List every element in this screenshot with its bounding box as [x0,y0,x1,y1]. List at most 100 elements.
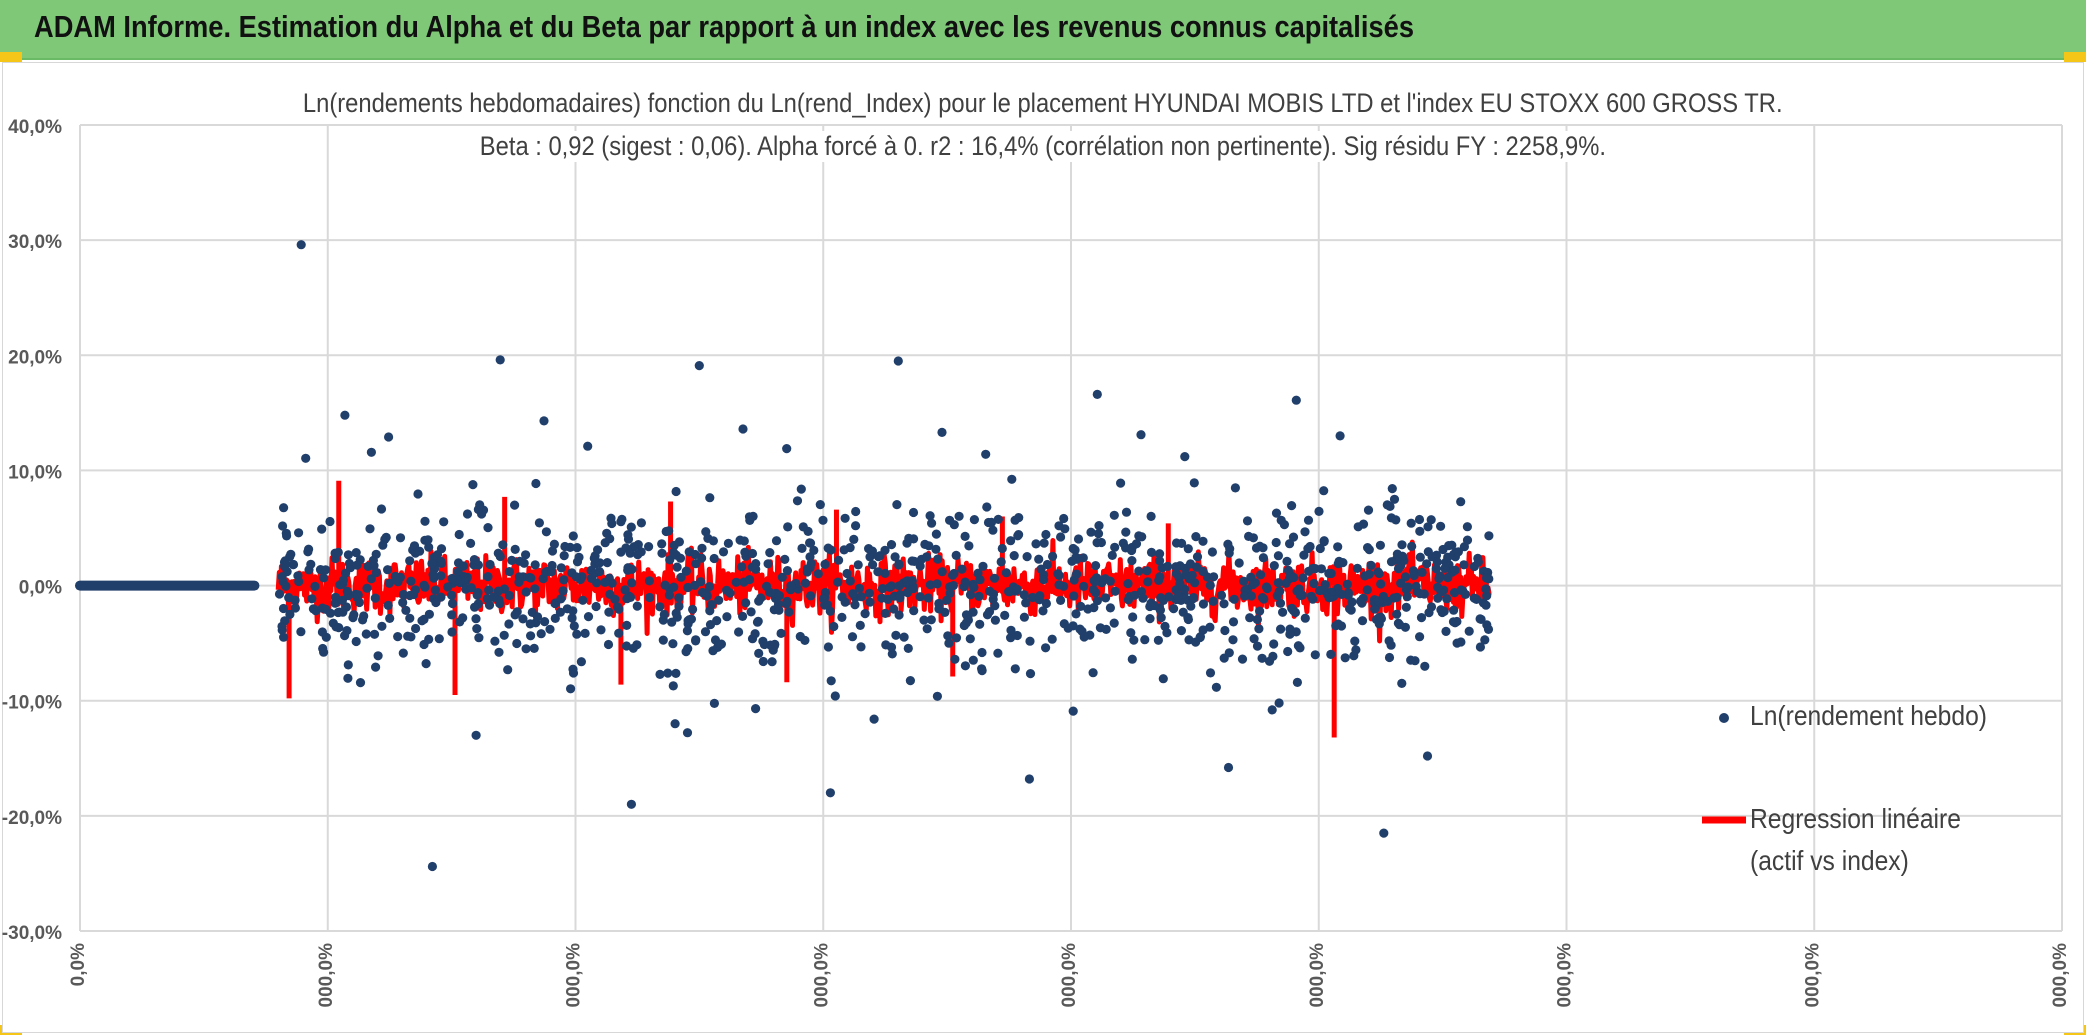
scatter-point [466,538,476,549]
scatter-point [614,628,624,638]
scatter-point [845,576,855,586]
scatter-point [343,660,353,670]
scatter-point [1315,543,1325,554]
scatter-point [371,662,381,672]
scatter-point-outlier [1335,431,1345,441]
scatter-point [759,639,770,650]
scatter-point [625,548,635,558]
scatter-point [1198,599,1208,609]
scatter-point [823,543,833,553]
scatter-point [1376,579,1386,589]
scatter-point-outlier [1267,705,1277,715]
scatter-point [333,547,343,558]
scatter-point [960,661,971,671]
scatter-point [521,644,531,654]
scatter-point [671,668,681,679]
scatter-point [731,577,741,587]
scatter-point [855,620,865,631]
scatter-point [948,581,959,591]
scatter-point [997,543,1007,554]
scatter-point [741,598,751,608]
scatter-point [602,558,612,568]
scatter-point [792,496,803,506]
scatter-point [709,553,719,564]
scatter-point [277,572,287,582]
scatter-point [1324,568,1334,579]
scatter-point [784,607,794,617]
scatter-point [922,624,932,634]
scatter-point [504,567,514,577]
scatter-point [285,609,295,620]
scatter-point [965,590,976,600]
scatter-point [798,522,808,532]
scatter-point [1289,572,1299,583]
scatter-point [288,559,299,570]
scatter-point [965,634,975,644]
scatter-point [1013,531,1023,541]
x-tick-label: 0,0% [68,943,89,986]
scatter-point [532,612,543,622]
scatter-point [1183,613,1193,623]
scatter-point [1481,584,1491,594]
scatter-point [1158,674,1168,684]
scatter-point [655,669,665,680]
scatter-point [413,489,423,499]
scatter-point [915,592,925,602]
scatter-point [908,507,919,518]
scatter-point [668,639,678,649]
scatter-point [663,668,673,678]
scatter-point [1127,556,1137,566]
scatter-point [1153,635,1163,645]
scatter-point [818,515,828,525]
scatter-point [1480,635,1490,645]
scatter-point [1433,582,1443,592]
scatter-point [1094,521,1104,531]
scatter-point [568,531,578,541]
scatter-point [705,606,715,616]
y-tick-label: 40,0% [8,117,62,138]
scatter-point [294,528,304,538]
scatter-point-outlier [782,444,792,454]
scatter-point [754,596,764,606]
scatter-point [411,623,421,634]
scatter-point-outlier [869,714,879,724]
scatter-point [1364,569,1374,579]
legend-label-regression-1: Regression linéaire [1750,803,1961,834]
scatter-point [603,639,614,650]
chart-title-line-2: Beta : 0,92 (sigest : 0,06). Alpha forcé… [0,131,2086,162]
scatter-point [1443,573,1453,583]
scatter-point [1209,572,1219,582]
scatter-point [722,585,732,595]
scatter-point [1271,508,1282,518]
scatter-point-outlier [981,449,991,459]
scatter-point [943,631,953,641]
scatter-point [978,561,988,571]
scatter-point [948,570,958,580]
scatter-point [950,654,960,664]
scatter-point [961,618,971,628]
scatter-point [1028,592,1038,603]
scatter-point [594,566,605,577]
scatter-point [1116,478,1126,488]
y-tick-label: 20,0% [8,347,62,368]
scatter-point [1432,557,1442,567]
scatter-point [410,548,421,558]
scatter-point [1138,593,1148,603]
scatter-point [1411,581,1421,592]
scatter-point [923,593,933,603]
scatter-point [751,564,761,574]
scatter-point [1407,541,1417,552]
scatter-point [583,612,594,622]
scatter-point [602,528,612,538]
scatter-point [352,560,362,570]
scatter-point [877,593,887,603]
scatter-point [1347,597,1357,607]
scatter-point [1176,626,1186,636]
scatter-point [498,540,508,550]
scatter-point [475,500,485,510]
scatter-point [296,627,306,637]
scatter-point [773,599,784,610]
scatter-point [1364,545,1374,555]
scatter-point [671,486,681,497]
scatter-point [572,629,582,639]
